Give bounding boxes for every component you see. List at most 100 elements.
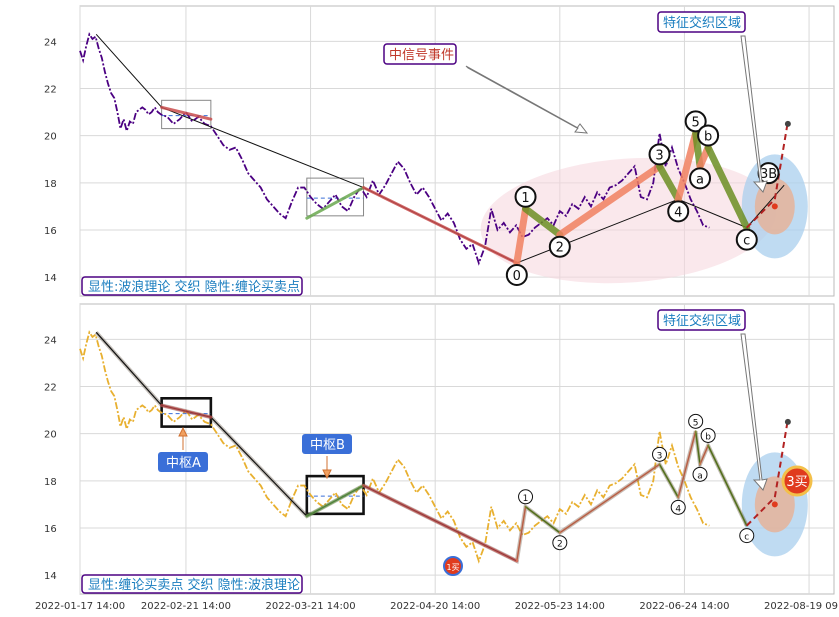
pivot-b-box: [302, 434, 352, 454]
bi-colored-segment: [524, 505, 561, 534]
forecast-peak-dot: [784, 120, 791, 127]
wave-point-label: 3B: [760, 167, 777, 182]
wave-point-marker: [688, 413, 704, 429]
bi-colored-segment: [677, 430, 697, 499]
wave-point-marker: [514, 185, 537, 208]
wave-point-label: 5: [693, 418, 699, 428]
bi-colored-segment: [656, 162, 682, 203]
wave-point-marker: [548, 235, 571, 258]
wave-point-label: 4: [674, 205, 682, 220]
y-tick-label: 14: [44, 571, 57, 582]
bi-colored-segment: [558, 463, 661, 534]
pivot-b-tag: 中枢B: [302, 434, 352, 480]
y-tick-label: 16: [44, 524, 57, 535]
wave-point-marker: [552, 535, 568, 551]
x-tick-label: 2022-03-21 14:00: [265, 601, 355, 612]
wave-point-marker: [648, 143, 671, 166]
pivot-a-arrow: [178, 426, 188, 450]
bi-colored-segment: [160, 403, 213, 419]
wave-point-marker: [700, 427, 716, 443]
zone-arrow: [740, 333, 768, 491]
bi-colored-segment: [160, 105, 213, 121]
wave-point-label: 2: [557, 540, 563, 550]
x-tick-label: 2022-01-17 14:00: [35, 601, 125, 612]
y-tick-label: 18: [44, 179, 57, 190]
buy1-marker: [443, 556, 463, 576]
price-series-line: [79, 330, 710, 564]
bi-colored-segment: [522, 205, 564, 239]
pivot-b-text: 中枢B: [310, 438, 345, 453]
panel-caption: 显性:缠论买卖点 交织 隐性:波浪理论: [81, 574, 303, 594]
zone-center-dot: [771, 501, 778, 508]
wave-point-label: a: [697, 471, 703, 481]
bi-colored-segment: [305, 484, 366, 518]
x-tick-label: 2022-06-24 14:00: [639, 601, 729, 612]
y-tick-label: 16: [44, 226, 57, 237]
forecast-dashed-line: [746, 121, 789, 229]
bi-colored-segment: [362, 186, 519, 265]
buy-point-3: 3买: [781, 465, 813, 497]
bi-colored-segment: [694, 430, 702, 466]
wave-point-label: 0: [513, 269, 521, 284]
zone-arrow: [740, 35, 768, 193]
pivot-a-tag: 中枢A: [158, 426, 208, 472]
y-tick-label: 20: [44, 132, 57, 143]
bi-colored-segment: [658, 463, 680, 499]
zone-center-dot: [771, 203, 778, 210]
wave-point-label: 2: [556, 241, 564, 256]
pivot-b-arrow: [322, 456, 332, 480]
bi-colored-segment: [515, 505, 527, 562]
panel-top: 14 16 18 20 22 24 0 1 2 3 4 5 a b c 3B 显性:波浪理论 交织 隐性:缠论买…: [44, 5, 835, 297]
y-tick-label: 20: [44, 430, 57, 441]
caption-box: [81, 574, 303, 594]
price-series-line: [79, 32, 710, 266]
wave-point-marker: [697, 124, 720, 147]
wave-point-label: 5: [692, 115, 700, 130]
signal-event-tag: 中信号事件: [383, 43, 589, 134]
wave-point-label: b: [704, 129, 712, 144]
zone-tag-box: [657, 309, 746, 331]
event-tag-text: 中信号事件: [389, 48, 454, 63]
zone-tag: 特征交织区域: [657, 11, 768, 193]
wave-point-marker: [667, 200, 690, 223]
zone-tag-text: 特征交织区域: [663, 15, 741, 31]
zone-tag-text: 特征交织区域: [663, 313, 741, 329]
wave-point-marker: [652, 446, 668, 462]
wave-point-label: b: [705, 432, 711, 442]
wave-point-marker: [692, 466, 708, 482]
buy1-label: 1买: [446, 563, 459, 572]
wave-point-marker: [689, 167, 712, 190]
wave-point-label: c: [744, 533, 749, 543]
y-tick-label: 24: [44, 37, 57, 48]
bi-colored-segment: [704, 143, 751, 232]
y-tick-label: 14: [44, 273, 57, 284]
y-tick-label: 22: [44, 85, 57, 96]
x-tick-label: 2022-05-23 14:00: [515, 601, 605, 612]
buy-point-1: 1买: [443, 556, 463, 576]
buy3-marker: [781, 465, 813, 497]
wave-point-marker: [735, 228, 758, 251]
x-tick-label: 2022-08-19 09:00: [764, 601, 839, 612]
panel-caption: 显性:波浪理论 交织 隐性:缠论买卖点: [81, 276, 303, 296]
bi-colored-segment: [707, 444, 748, 527]
y-tick-label: 22: [44, 383, 57, 394]
x-tick-label: 2022-04-20 14:00: [390, 601, 480, 612]
wave-point-label: 4: [675, 504, 681, 514]
zone-tag: 特征交织区域: [657, 309, 768, 491]
buy3-label: 3买: [786, 475, 807, 490]
caption-text: 显性:波浪理论 交织 隐性:缠论买卖点: [88, 279, 300, 295]
wave-point-label: 1: [523, 494, 529, 504]
y-tick-label: 24: [44, 335, 57, 346]
zone-tag-box: [657, 11, 746, 33]
bi-colored-segment: [362, 484, 519, 563]
pivot-box: [306, 177, 365, 217]
wave-point-label: 3: [657, 451, 663, 461]
bi-colored-segment: [674, 129, 700, 203]
wave-point-marker: [505, 263, 528, 286]
wave-point-label: c: [743, 234, 750, 249]
bi-colored-segment: [305, 186, 366, 220]
wave-point-marker: [518, 489, 534, 505]
pivot-a-box: [158, 452, 208, 472]
wave-point-label: 1: [521, 191, 529, 206]
